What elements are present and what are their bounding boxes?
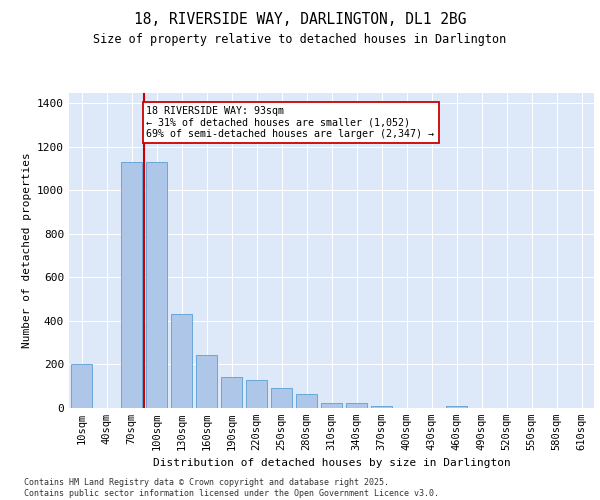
Bar bbox=[121, 162, 142, 408]
Bar bbox=[171, 314, 192, 408]
X-axis label: Distribution of detached houses by size in Darlington: Distribution of detached houses by size … bbox=[152, 458, 511, 468]
Text: Size of property relative to detached houses in Darlington: Size of property relative to detached ho… bbox=[94, 32, 506, 46]
Y-axis label: Number of detached properties: Number of detached properties bbox=[22, 152, 32, 348]
Bar bbox=[271, 388, 292, 407]
Text: 18 RIVERSIDE WAY: 93sqm
← 31% of detached houses are smaller (1,052)
69% of semi: 18 RIVERSIDE WAY: 93sqm ← 31% of detache… bbox=[146, 106, 434, 138]
Bar bbox=[321, 403, 342, 407]
Bar bbox=[446, 406, 467, 408]
Bar bbox=[296, 394, 317, 407]
Bar bbox=[71, 364, 92, 408]
Bar bbox=[371, 406, 392, 408]
Bar bbox=[196, 356, 217, 408]
Bar bbox=[346, 403, 367, 407]
Bar bbox=[146, 162, 167, 408]
Bar bbox=[246, 380, 267, 407]
Text: Contains HM Land Registry data © Crown copyright and database right 2025.
Contai: Contains HM Land Registry data © Crown c… bbox=[24, 478, 439, 498]
Text: 18, RIVERSIDE WAY, DARLINGTON, DL1 2BG: 18, RIVERSIDE WAY, DARLINGTON, DL1 2BG bbox=[134, 12, 466, 28]
Bar bbox=[221, 377, 242, 408]
